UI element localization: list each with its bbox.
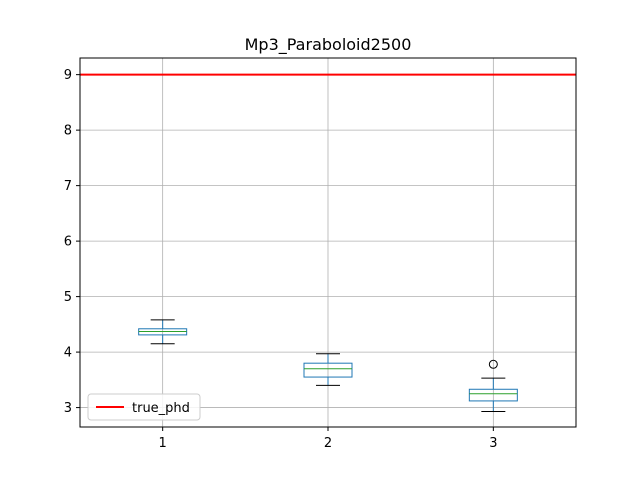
y-tick-label: 8 xyxy=(64,124,72,139)
box-group-3 xyxy=(468,359,518,412)
outlier-point xyxy=(488,359,498,369)
box-group-1 xyxy=(138,319,188,345)
y-tick-label: 9 xyxy=(64,68,72,83)
legend-frame xyxy=(87,393,201,421)
y-tick-label: 5 xyxy=(64,290,72,305)
y-tick-label: 4 xyxy=(64,346,72,361)
x-tick-label: 2 xyxy=(324,436,332,451)
y-tick-label: 3 xyxy=(64,401,72,416)
chart-title: Mp3_Paraboloid2500 xyxy=(245,35,412,55)
legend: true_phd xyxy=(87,393,201,421)
box-group-2 xyxy=(303,353,353,386)
boxes-layer xyxy=(138,319,518,412)
box-iqr xyxy=(468,388,518,402)
x-tick-label: 3 xyxy=(489,436,497,451)
grid xyxy=(80,58,576,427)
legend-label-true-phd: true_phd xyxy=(132,401,190,416)
box-iqr xyxy=(303,362,353,378)
axes: 3 4 5 6 7 8 9 1 2 3 xyxy=(64,68,498,451)
x-tick-label: 1 xyxy=(159,436,167,451)
y-tick-label: 7 xyxy=(64,179,72,194)
y-tick-label: 6 xyxy=(64,235,72,250)
